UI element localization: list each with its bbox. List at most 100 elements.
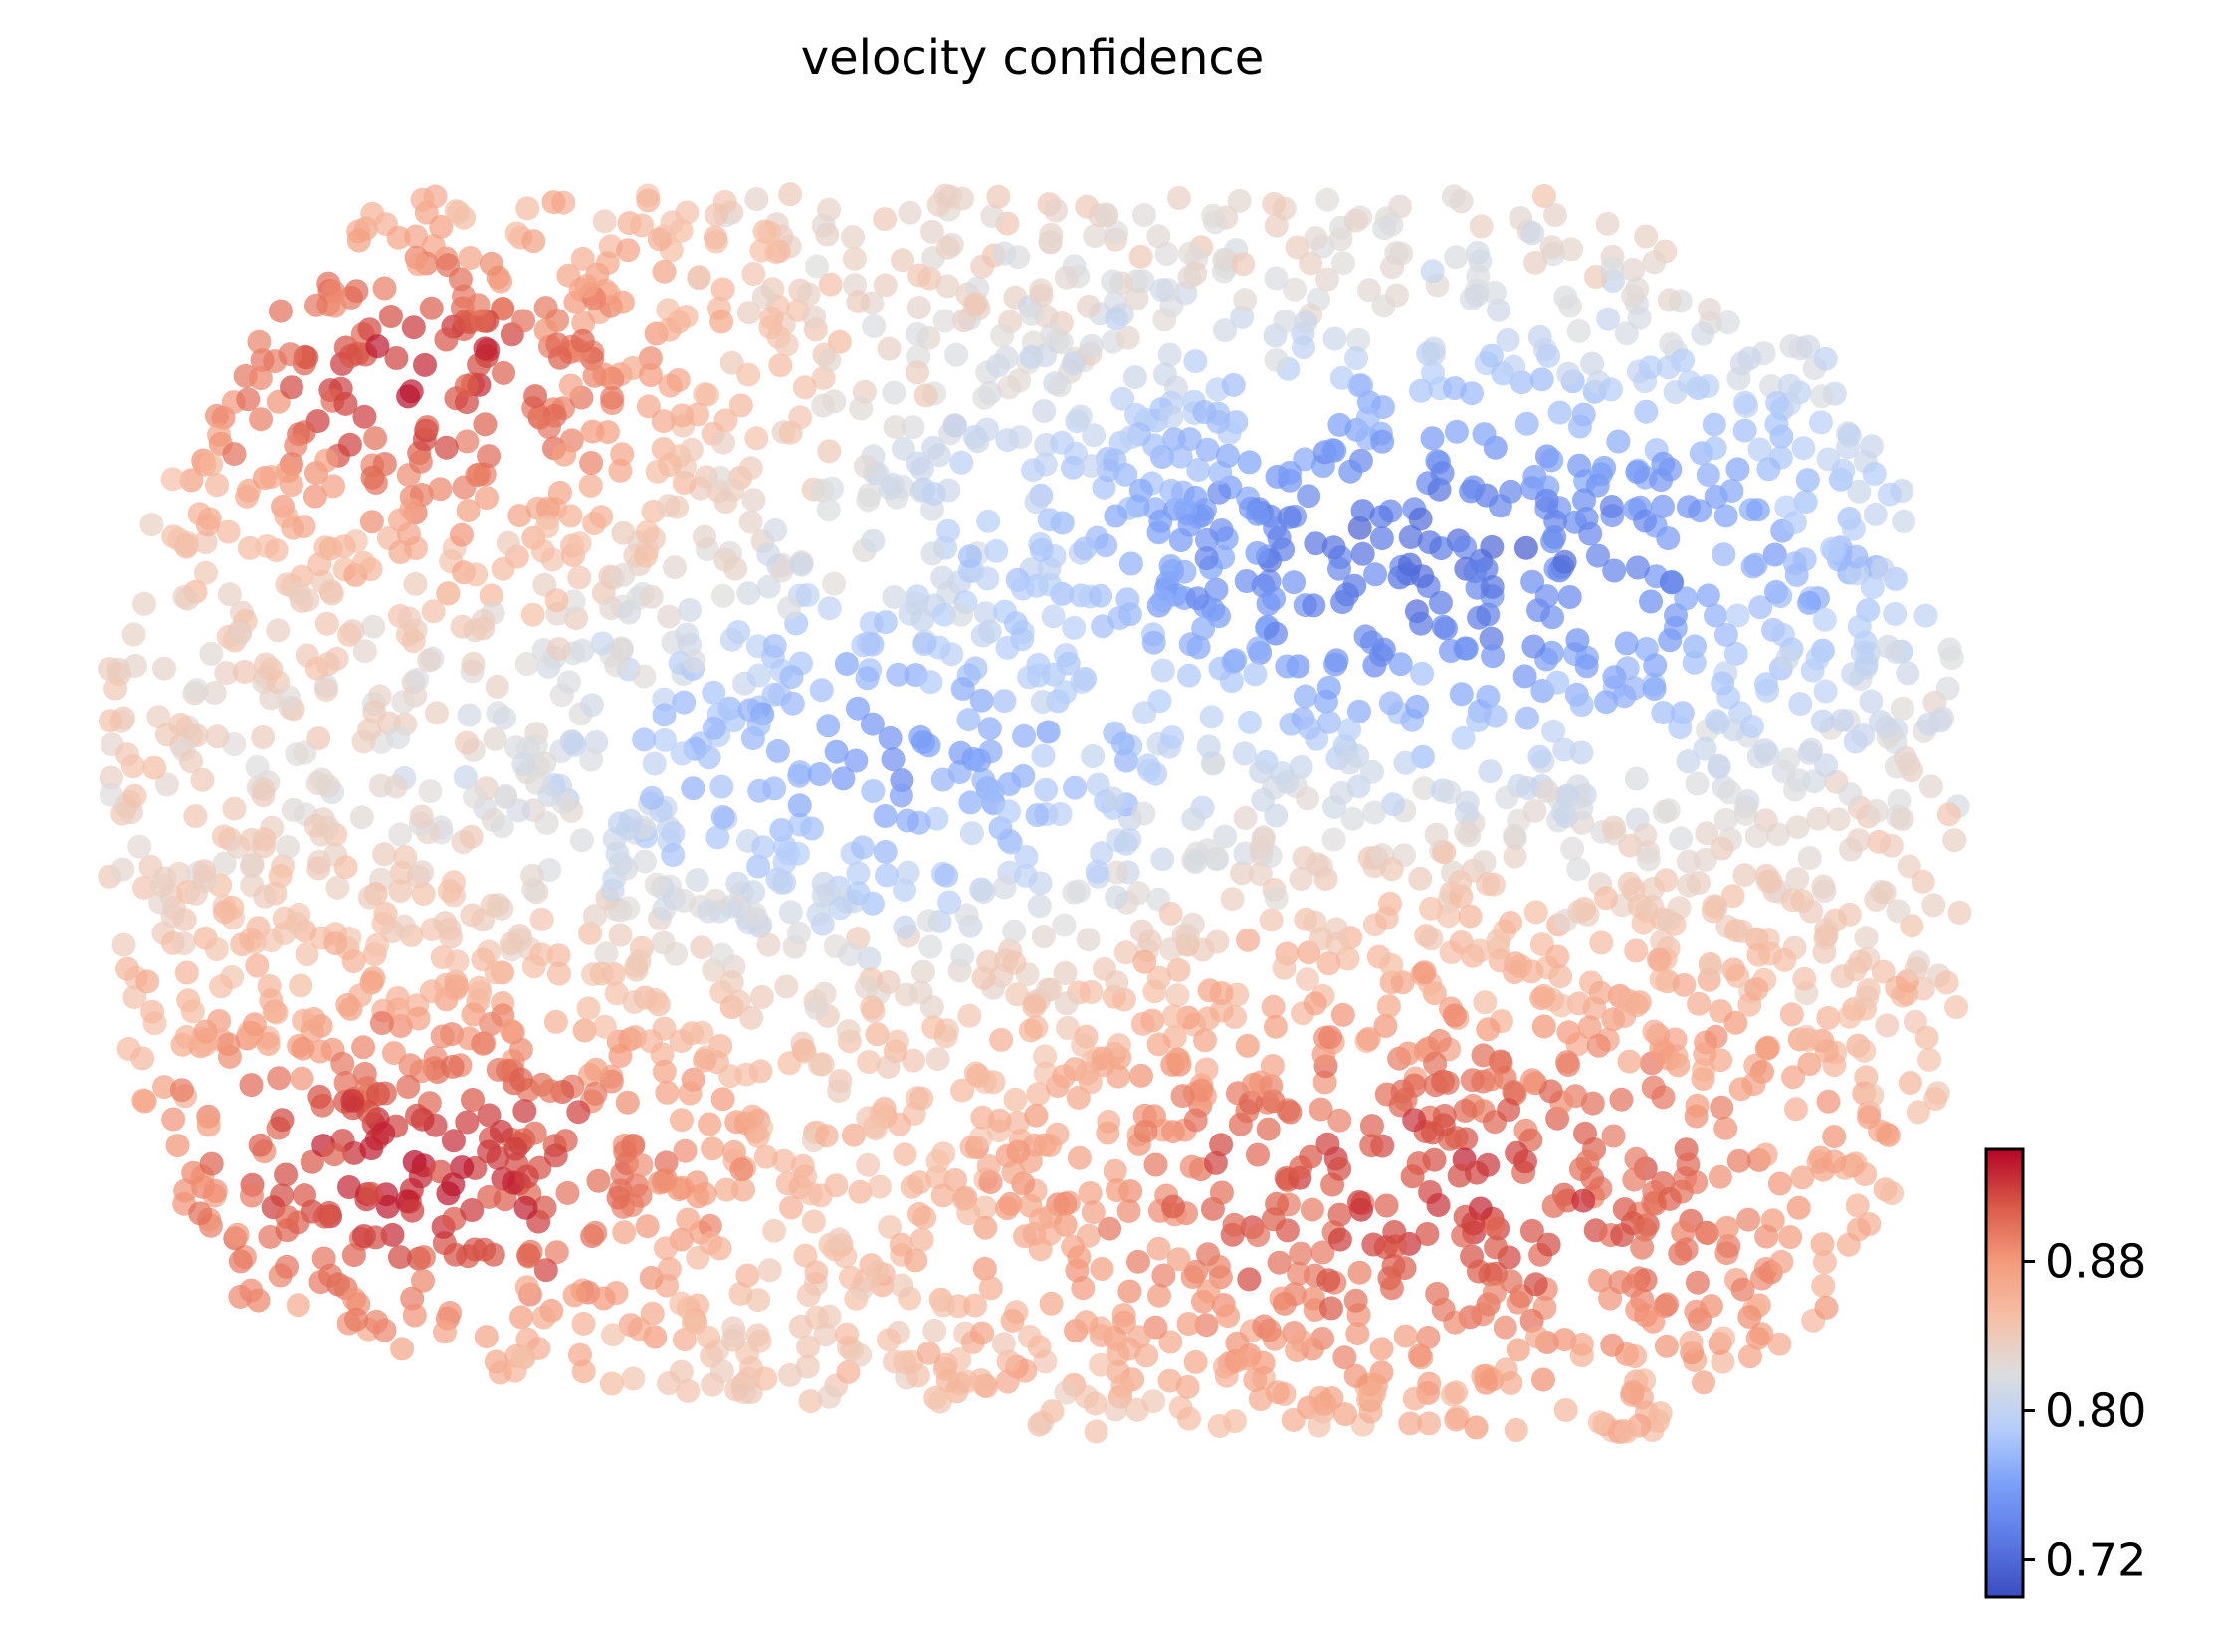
scatter-point <box>1442 376 1467 401</box>
scatter-point <box>357 885 382 910</box>
scatter-point <box>1289 867 1313 891</box>
scatter-point <box>1814 1295 1839 1320</box>
scatter-point <box>1261 994 1286 1019</box>
scatter-point <box>1317 710 1341 734</box>
scatter-point <box>520 863 545 888</box>
scatter-point <box>247 329 272 354</box>
scatter-point <box>817 596 842 621</box>
scatter-point <box>751 285 776 310</box>
scatter-point <box>1300 1197 1324 1222</box>
scatter-point <box>965 429 990 454</box>
scatter-point <box>1745 1326 1770 1350</box>
scatter-point <box>454 373 479 398</box>
scatter-point <box>709 310 734 334</box>
scatter-point <box>275 1254 299 1279</box>
scatter-point <box>865 1022 890 1047</box>
scatter-point <box>429 214 454 239</box>
scatter-point <box>815 222 840 247</box>
scatter-point <box>152 1075 177 1100</box>
scatter-point <box>882 380 906 405</box>
scatter-point <box>1393 1324 1418 1348</box>
scatter-point <box>1845 561 1870 586</box>
scatter-point <box>1431 614 1456 639</box>
scatter-point <box>1343 208 1368 233</box>
scatter-point <box>361 966 386 991</box>
scatter-point <box>492 360 515 385</box>
scatter-point <box>529 907 554 931</box>
scatter-point <box>1714 1215 1739 1240</box>
scatter-point <box>1503 844 1527 869</box>
scatter-point <box>558 504 583 528</box>
scatter-point <box>1913 603 1938 628</box>
scatter-point <box>195 513 220 537</box>
scatter-point <box>978 1276 1003 1301</box>
scatter-point <box>1089 1352 1113 1377</box>
scatter-point <box>1412 776 1437 801</box>
scatter-point <box>738 456 763 481</box>
scatter-point <box>1693 736 1717 761</box>
scatter-point <box>583 1081 608 1106</box>
scatter-point <box>508 1067 533 1092</box>
scatter-point <box>566 1100 591 1125</box>
scatter-point <box>1852 1038 1877 1063</box>
scatter-point <box>1067 1245 1092 1270</box>
scatter-point <box>1037 508 1062 532</box>
scatter-point <box>1074 1310 1099 1335</box>
scatter-point <box>409 1059 434 1084</box>
scatter-point <box>544 1240 569 1265</box>
scatter-point <box>460 1198 485 1222</box>
scatter-point <box>1602 558 1627 583</box>
scatter-point <box>1792 966 1817 991</box>
scatter-point <box>1777 373 1802 398</box>
scatter-point <box>479 251 503 276</box>
scatter-point <box>1614 631 1639 656</box>
scatter-point <box>778 182 803 207</box>
scatter-point <box>1052 913 1077 937</box>
scatter-point <box>1132 203 1156 228</box>
scatter-point <box>1596 307 1621 331</box>
scatter-point <box>1921 893 1946 918</box>
scatter-point <box>719 627 744 652</box>
scatter-point <box>969 688 994 713</box>
scatter-point <box>489 269 513 294</box>
scatter-point <box>1431 1297 1456 1322</box>
scatter-point <box>1183 1108 1208 1133</box>
scatter-point <box>1654 1334 1679 1358</box>
scatter-point <box>1378 691 1403 716</box>
scatter-point <box>767 239 791 264</box>
scatter-point <box>1480 574 1505 599</box>
scatter-point <box>1388 652 1413 677</box>
scatter-point <box>1040 322 1065 347</box>
scatter-point <box>836 1019 861 1044</box>
scatter-point <box>857 946 882 971</box>
scatter-point <box>488 1360 512 1385</box>
scatter-point <box>579 451 604 475</box>
scatter-point <box>562 1283 587 1308</box>
scatter-point <box>1141 630 1166 655</box>
scatter-point <box>616 238 641 263</box>
scatter-point <box>584 1057 608 1082</box>
scatter-point <box>1177 1406 1201 1431</box>
scatter-point <box>1423 1051 1448 1076</box>
scatter-point <box>1003 1087 1028 1112</box>
scatter-point <box>441 870 466 895</box>
scatter-point <box>949 450 974 475</box>
scatter-point <box>1649 967 1674 992</box>
scatter-point <box>193 1019 218 1044</box>
scatter-point <box>184 678 209 703</box>
scatter-point <box>756 542 781 567</box>
scatter-point <box>562 732 587 757</box>
scatter-point <box>652 703 677 727</box>
scatter-point <box>199 641 224 666</box>
scatter-point <box>239 854 264 878</box>
scatter-point <box>841 1123 866 1147</box>
scatter-point <box>1523 900 1548 925</box>
scatter-point <box>1134 1343 1159 1368</box>
scatter-point <box>1923 1087 1948 1112</box>
scatter-point <box>778 1362 802 1387</box>
scatter-point <box>678 1081 703 1106</box>
scatter-point <box>1260 1054 1285 1078</box>
scatter-point <box>1347 1260 1372 1285</box>
scatter-point <box>1192 400 1217 424</box>
scatter-point <box>1264 213 1289 238</box>
